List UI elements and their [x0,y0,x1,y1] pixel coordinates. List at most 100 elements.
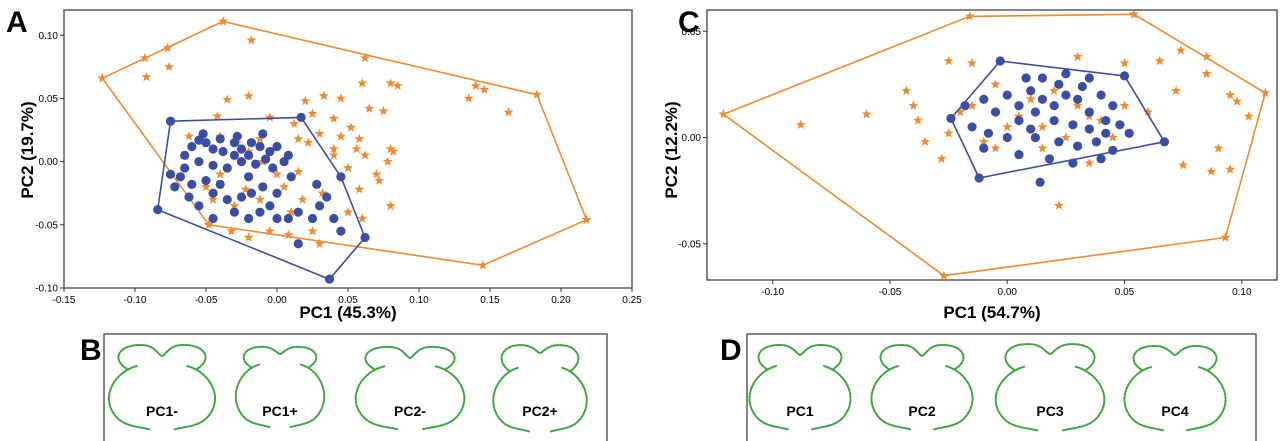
star-point-a [289,118,299,128]
circle-point-a [194,201,204,211]
star-point-a [162,42,173,53]
circle-point-a [170,182,180,192]
y-tick-label-a: -0.05 [35,220,58,231]
x-tick-label-a: 0.05 [338,295,358,306]
circle-point-c [1096,154,1106,164]
axes-c: -0.10 -0.05 0.00 0.05 0.10 -0.05 0.00 0.05 [678,27,1252,298]
circle-point-a [244,213,254,224]
circle-point-c [1101,115,1111,126]
star-point-a [360,150,370,160]
shape-label-b: PC1- [146,403,178,419]
circle-point-a [222,194,232,205]
star-point-c [718,108,729,119]
circle-point-c [1014,101,1024,111]
circle-point-c [1108,101,1118,111]
star-point-c [1213,142,1224,153]
star-point-c [913,115,924,125]
star-point-c [967,57,978,68]
circle-point-a [229,207,239,217]
circle-point-c [1096,90,1106,100]
star-point-a [503,107,514,117]
x-tick-label-c: -0.05 [879,287,902,298]
shape-frame-d [746,333,1257,441]
circle-point-a [236,192,247,202]
star-point-a [351,143,362,154]
star-point-a [246,35,257,45]
circle-point-a [244,150,254,160]
star-point-c [1119,100,1130,110]
star-point-c [1049,85,1060,95]
star-point-c [1037,142,1048,153]
circle-point-c [1159,137,1170,147]
circle-point-c [979,143,989,153]
circle-point-a [198,129,208,139]
panel-letter-c: C [678,6,700,39]
circle-point-c [974,173,984,183]
circle-point-a [286,172,296,182]
shape-label-b: PC2- [394,403,426,419]
star-point-a [335,131,346,141]
star-point-a [307,108,318,118]
star-point-c [1175,45,1186,55]
x-tick-label-c: 0.05 [1115,287,1135,298]
panel-letter-b: B [80,334,102,367]
star-point-a [97,73,108,83]
star-point-c [967,100,978,110]
circle-point-c [1014,149,1024,160]
circle-point-a [336,172,346,182]
y-tick-label-a: 0.10 [39,31,59,42]
star-point-c [861,108,872,119]
circle-point-c [1026,124,1036,134]
shape-outline-d-3 [994,343,1106,432]
circle-point-c [960,101,970,111]
circle-point-c [1124,128,1134,138]
circle-point-a [312,179,322,189]
panel-c: C -0.10 -0.05 0.00 0.05 0.10 -0.05 0.00 0.05 PC… [662,6,1278,322]
circle-point-c [1014,115,1024,126]
circle-point-a [258,182,268,192]
star-point-a [297,194,308,204]
star-point-c [1060,132,1071,142]
circle-point-c [1068,158,1078,168]
circle-point-a [165,116,176,126]
star-point-a [293,133,304,144]
star-point-a [240,184,251,194]
circle-point-c [1108,145,1118,155]
star-point-a [283,229,294,240]
star-point-a [357,213,368,223]
star-point-c [1178,160,1189,170]
circle-point-a [180,150,190,160]
circle-point-c [1044,154,1055,164]
star-point-c [990,79,1001,89]
star-point-a [314,128,325,139]
x-tick-label-a: 0.20 [551,295,571,306]
star-point-a [385,200,396,211]
circle-point-a [236,157,247,167]
y-tick-label-c: -0.05 [678,239,701,250]
circle-point-a [246,138,257,148]
panel-letter-a: A [6,6,28,39]
circle-point-c [995,56,1005,66]
circle-point-a [268,163,278,173]
star-point-a [318,90,329,101]
star-point-a [328,150,339,160]
x-tick-label-c: -0.10 [761,287,784,298]
star-point-a [229,200,240,211]
star-point-a [218,16,228,26]
circle-point-a [265,201,275,211]
circle-point-a [255,207,265,217]
circle-point-c [1037,94,1048,104]
y-tick-label-a: 0.00 [39,157,59,168]
circle-point-a [194,157,204,167]
shape-label-d: PC1 [786,403,813,419]
star-point-c [1107,132,1118,142]
star-point-a [328,143,339,154]
star-point-a [343,162,353,173]
circle-point-a [229,150,239,160]
star-point-a [279,181,290,192]
circle-point-c [967,122,977,132]
axes-a: -0.15 -0.10 -0.05 0.00 0.05 0.10 0.15 0.20 0.25-… [35,31,642,306]
star-point-c [1053,200,1064,210]
star-point-a [378,105,389,116]
